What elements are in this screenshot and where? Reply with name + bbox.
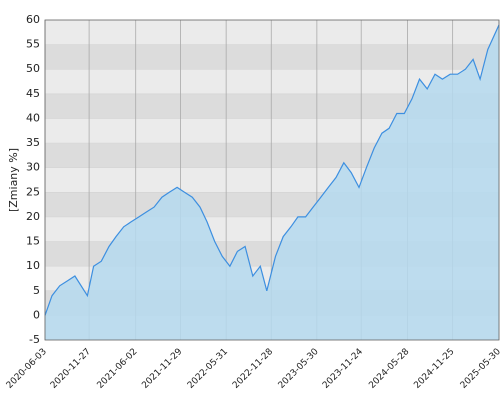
plot-frame — [44, 19, 500, 341]
y-tick-label: 35 — [26, 136, 40, 149]
area — [45, 24, 499, 341]
y-tick-label: 40 — [26, 111, 40, 124]
x-tick-label: 2021-06-02 — [96, 347, 140, 391]
x-tick-label: 2023-11-24 — [321, 347, 365, 391]
x-tick-label: 2023-05-30 — [277, 347, 321, 391]
y-tick-label: 50 — [26, 62, 40, 75]
y-tick-label: 25 — [26, 185, 40, 198]
y-tick-label: 0 — [33, 308, 40, 321]
y-tick-label: 15 — [26, 235, 40, 248]
x-tick-label: 2024-11-25 — [412, 347, 456, 391]
x-tick-label: 2020-11-27 — [49, 347, 93, 391]
y-tick-label: 30 — [26, 161, 40, 174]
y-tick-label: -5 — [29, 333, 40, 346]
x-tick-label: 2022-11-28 — [231, 347, 275, 391]
y-axis-label: [Zmiany %] — [7, 148, 20, 212]
x-tick-label: 2025-05-30 — [459, 347, 500, 391]
y-tick-label: 60 — [26, 13, 40, 26]
line — [44, 24, 500, 316]
y-tick-label: 10 — [26, 259, 40, 272]
band — [45, 44, 499, 70]
x-tick-label: 2021-11-29 — [140, 347, 184, 391]
y-tick-label: 20 — [26, 210, 40, 223]
y-tick-label: 5 — [33, 284, 40, 297]
x-tick-label: 2020-06-03 — [5, 347, 49, 391]
band — [45, 20, 499, 45]
y-tick-label: 55 — [26, 38, 40, 51]
x-tick-label: 2022-05-31 — [186, 347, 230, 391]
y-tick-label: 45 — [26, 87, 40, 100]
x-tick-label: 2024-05-28 — [367, 347, 411, 391]
